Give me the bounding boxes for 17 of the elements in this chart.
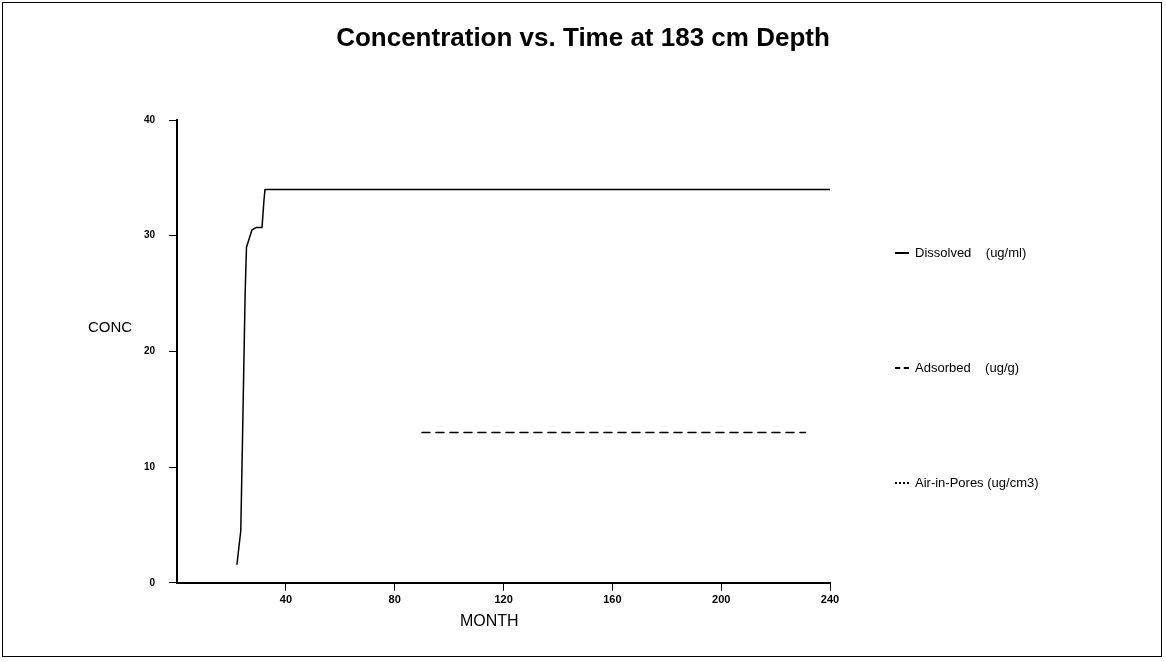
legend-label: Air-in-Pores (ug/cm3) [915,475,1039,490]
y-tick-label: 20 [144,345,156,357]
chart-title: Concentration vs. Time at 183 cm Depth [335,22,831,53]
x-tick-label: 120 [494,593,513,606]
x-tick-label: 200 [712,593,731,606]
x-tick-label: 160 [603,593,622,606]
x-tick-label: 240 [820,593,840,606]
x-axis-title: MONTH [460,612,519,630]
y-tick-label: 0 [149,576,156,588]
legend-label: Dissolved (ug/ml) [915,245,1027,260]
legend-label: Adsorbed (ug/g) [915,360,1020,375]
y-tick-label: 40 [144,113,156,125]
y-tick-label: 30 [144,229,156,241]
x-tick-label: 80 [388,593,401,606]
y-tick-label: 10 [144,460,156,472]
x-tick-label: 40 [279,593,293,606]
y-axis-title: CONC [88,318,133,335]
